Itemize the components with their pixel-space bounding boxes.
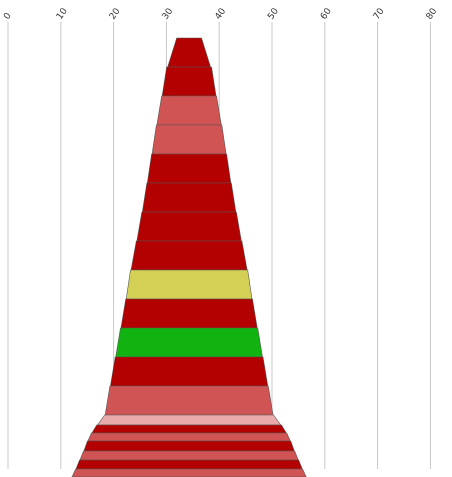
x-tick-label-3: 30 [161,6,176,21]
x-tick-label-1: 10 [55,6,70,21]
funnel-bar-11 [110,356,269,387]
x-tick-label-5: 50 [266,6,281,21]
x-axis-ticks: 0 10 20 30 40 50 60 70 80 [2,6,439,21]
funnel-bar-14 [91,424,287,434]
x-tick-label-2: 20 [108,6,123,21]
funnel-bar-5 [141,182,237,213]
funnel-bar-4 [146,153,232,184]
x-tick-label-6: 60 [319,6,334,21]
x-tick-label-0: 0 [2,11,14,22]
funnel-bar-17 [79,450,299,461]
funnel-bar-2 [156,95,222,126]
funnel-bar-18 [75,459,303,470]
x-tick-label-7: 70 [372,6,387,21]
funnel-bar-12 [104,385,274,416]
funnel-bar-1 [161,66,217,97]
funnel-bar-7 [130,240,248,271]
x-tick-label-8: 80 [425,6,440,21]
funnel-bar-0 [167,37,211,68]
funnel-bar-19 [71,468,307,477]
funnel-bar-6 [136,211,242,242]
funnel-bar-8 [125,269,253,300]
funnel-bars [71,37,307,477]
funnel-bar-9 [120,298,258,329]
funnel-bar-13 [96,414,282,426]
x-tick-label-4: 40 [213,6,228,21]
funnel-bar-15 [87,432,291,442]
funnel-bar-10 [115,327,263,358]
funnel-bar-3 [151,124,227,155]
funnel-bar-16 [83,440,295,452]
